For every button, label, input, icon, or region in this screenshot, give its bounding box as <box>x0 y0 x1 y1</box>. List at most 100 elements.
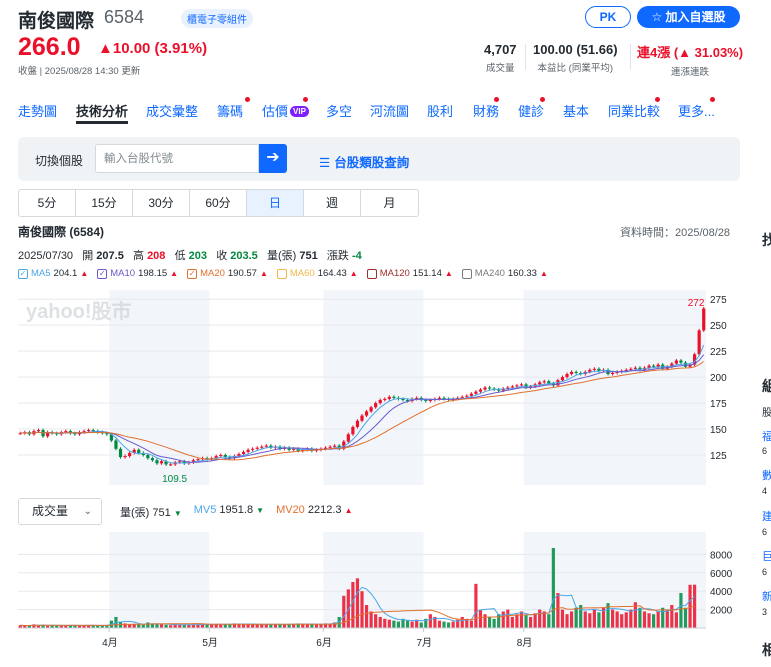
checkbox-icon[interactable]: ✓ <box>97 268 108 279</box>
industry-tag[interactable]: 櫃電子零組件 <box>181 9 253 28</box>
volume-bar <box>319 623 323 628</box>
period-60min[interactable]: 60分 <box>190 190 247 216</box>
tab-trend[interactable]: 走勢圖 <box>18 104 58 119</box>
candlestick-chart[interactable]: 125 150 175 200 225 250 275 yahoo!股市 272 109.5 <box>18 290 740 490</box>
volume-bar <box>46 625 50 628</box>
candle-body <box>182 461 186 464</box>
candle-body <box>510 386 514 388</box>
ma20-toggle[interactable]: ✓ MA20 190.57 ▲ <box>187 268 268 279</box>
candle-body <box>405 399 410 402</box>
candle-body <box>137 449 141 453</box>
period-day[interactable]: 日 <box>247 190 304 216</box>
candle-body <box>114 440 118 449</box>
month-band <box>323 290 424 485</box>
month-label: 8月 <box>517 637 533 649</box>
candle-body <box>55 433 59 435</box>
period-selector: 5分 15分 30分 60分 日 週 月 <box>18 189 419 217</box>
candle-body <box>519 384 524 386</box>
tab-valuation[interactable]: 估價 VIP <box>262 101 309 120</box>
volume-bar <box>419 622 423 628</box>
volume-bar <box>601 607 606 628</box>
tab-bull-bear[interactable]: 多空 <box>326 104 353 119</box>
stat-label: 本益比 (同業平均) <box>537 63 614 74</box>
tab-basic[interactable]: 基本 <box>563 104 590 119</box>
period-week[interactable]: 週 <box>304 190 361 216</box>
price-change: ▲10.00 (3.91%) <box>98 40 208 57</box>
volume-bar <box>169 625 173 628</box>
arrow-right-icon[interactable]: ➔ <box>259 144 287 173</box>
side-text[interactable]: 新 <box>762 591 771 603</box>
checkbox-icon[interactable]: ✓ <box>18 268 28 279</box>
period-30min[interactable]: 30分 <box>133 190 190 216</box>
ma5-line <box>20 344 705 464</box>
volume-bar <box>583 611 587 628</box>
triangle-up-icon: ▲ <box>349 269 358 278</box>
tab-health[interactable]: 健診 <box>518 104 545 119</box>
volume-bar <box>141 624 145 628</box>
candle-body <box>638 367 642 370</box>
volume-bar <box>560 609 565 628</box>
tab-technical[interactable]: 技術分析 <box>76 104 129 119</box>
candle-body <box>296 448 300 451</box>
candle-body <box>146 455 150 459</box>
volume-bar <box>683 607 688 628</box>
ma120-toggle[interactable]: MA120 151.14 ▲ <box>366 268 453 279</box>
side-text: 找 <box>762 232 771 248</box>
period-5min[interactable]: 5分 <box>19 190 76 216</box>
volume-bar <box>32 624 36 628</box>
ma10-toggle[interactable]: ✓ MA10 198.15 ▲ <box>97 268 178 279</box>
candle-body <box>228 457 232 459</box>
candle-body <box>132 449 136 453</box>
tab-trades[interactable]: 成交彙整 <box>146 104 199 119</box>
ma5-toggle[interactable]: ✓ MA5 204.1 ▲ <box>18 268 88 279</box>
volume-bar <box>647 613 651 628</box>
add-watchlist-button[interactable]: ☆ 加入自選股 <box>637 6 740 28</box>
side-text[interactable]: 建 <box>762 511 771 523</box>
volume-bar <box>615 611 619 628</box>
month-band <box>523 532 706 628</box>
tab-river[interactable]: 河流圖 <box>370 104 410 119</box>
volume-bar <box>287 624 291 628</box>
period-month[interactable]: 月 <box>383 196 396 210</box>
checkbox-icon[interactable] <box>276 268 287 279</box>
volume-bar <box>68 625 72 628</box>
sector-query-link[interactable]: ☰ 台股類股查詢 <box>319 152 409 171</box>
tab-dividend[interactable]: 股利 <box>427 104 454 119</box>
tab-peer[interactable]: 同業比較 <box>608 104 661 119</box>
volume-bar <box>310 624 314 628</box>
month-label: 4月 <box>102 637 118 649</box>
ma240-toggle[interactable]: MA240 160.33 ▲ <box>461 268 548 279</box>
y-tick-label: 175 <box>710 399 727 410</box>
indicator-select[interactable]: 成交量 ⌄ <box>18 498 102 525</box>
y-tick-label: 150 <box>710 425 727 436</box>
checkbox-icon[interactable] <box>366 268 377 279</box>
tab-chips[interactable]: 籌碼 <box>217 104 244 119</box>
y-tick-label: 200 <box>710 373 727 384</box>
max-price-label: 272 <box>688 298 705 309</box>
candle-body <box>683 362 688 367</box>
volume-chart[interactable]: 2000 4000 6000 8000 4月 5月 6月 7月 8月 <box>18 532 740 662</box>
volume-bar <box>128 624 132 628</box>
checkbox-icon[interactable]: ✓ <box>187 268 198 279</box>
candle-body <box>633 367 637 369</box>
candle-body <box>569 371 574 374</box>
ma-legend: ✓ MA5 204.1 ▲ ✓ MA10 198.15 ▲ ✓ MA20 190.57 ▲ MA6… <box>18 268 548 279</box>
side-text[interactable]: 數 <box>762 470 771 482</box>
volume-bar <box>64 625 68 628</box>
candle-body <box>597 368 601 371</box>
checkbox-icon[interactable] <box>461 268 472 279</box>
side-text[interactable]: 巨 <box>762 551 771 563</box>
side-text: 股 <box>762 408 771 419</box>
pk-button[interactable]: PK <box>585 6 631 28</box>
tab-financial[interactable]: 財務 <box>473 104 500 119</box>
y-tick-label: 225 <box>710 347 727 358</box>
tab-more[interactable]: 更多... <box>678 104 715 119</box>
volume-bar <box>292 623 296 628</box>
volume-bar <box>437 620 442 628</box>
side-text[interactable]: 福 <box>762 431 771 443</box>
stock-code-input[interactable] <box>95 144 259 173</box>
vol-legend-value: 751 <box>152 507 171 519</box>
candle-body <box>342 441 346 449</box>
ma60-toggle[interactable]: MA60 164.43 ▲ <box>276 268 358 279</box>
period-15min[interactable]: 15分 <box>76 190 133 216</box>
